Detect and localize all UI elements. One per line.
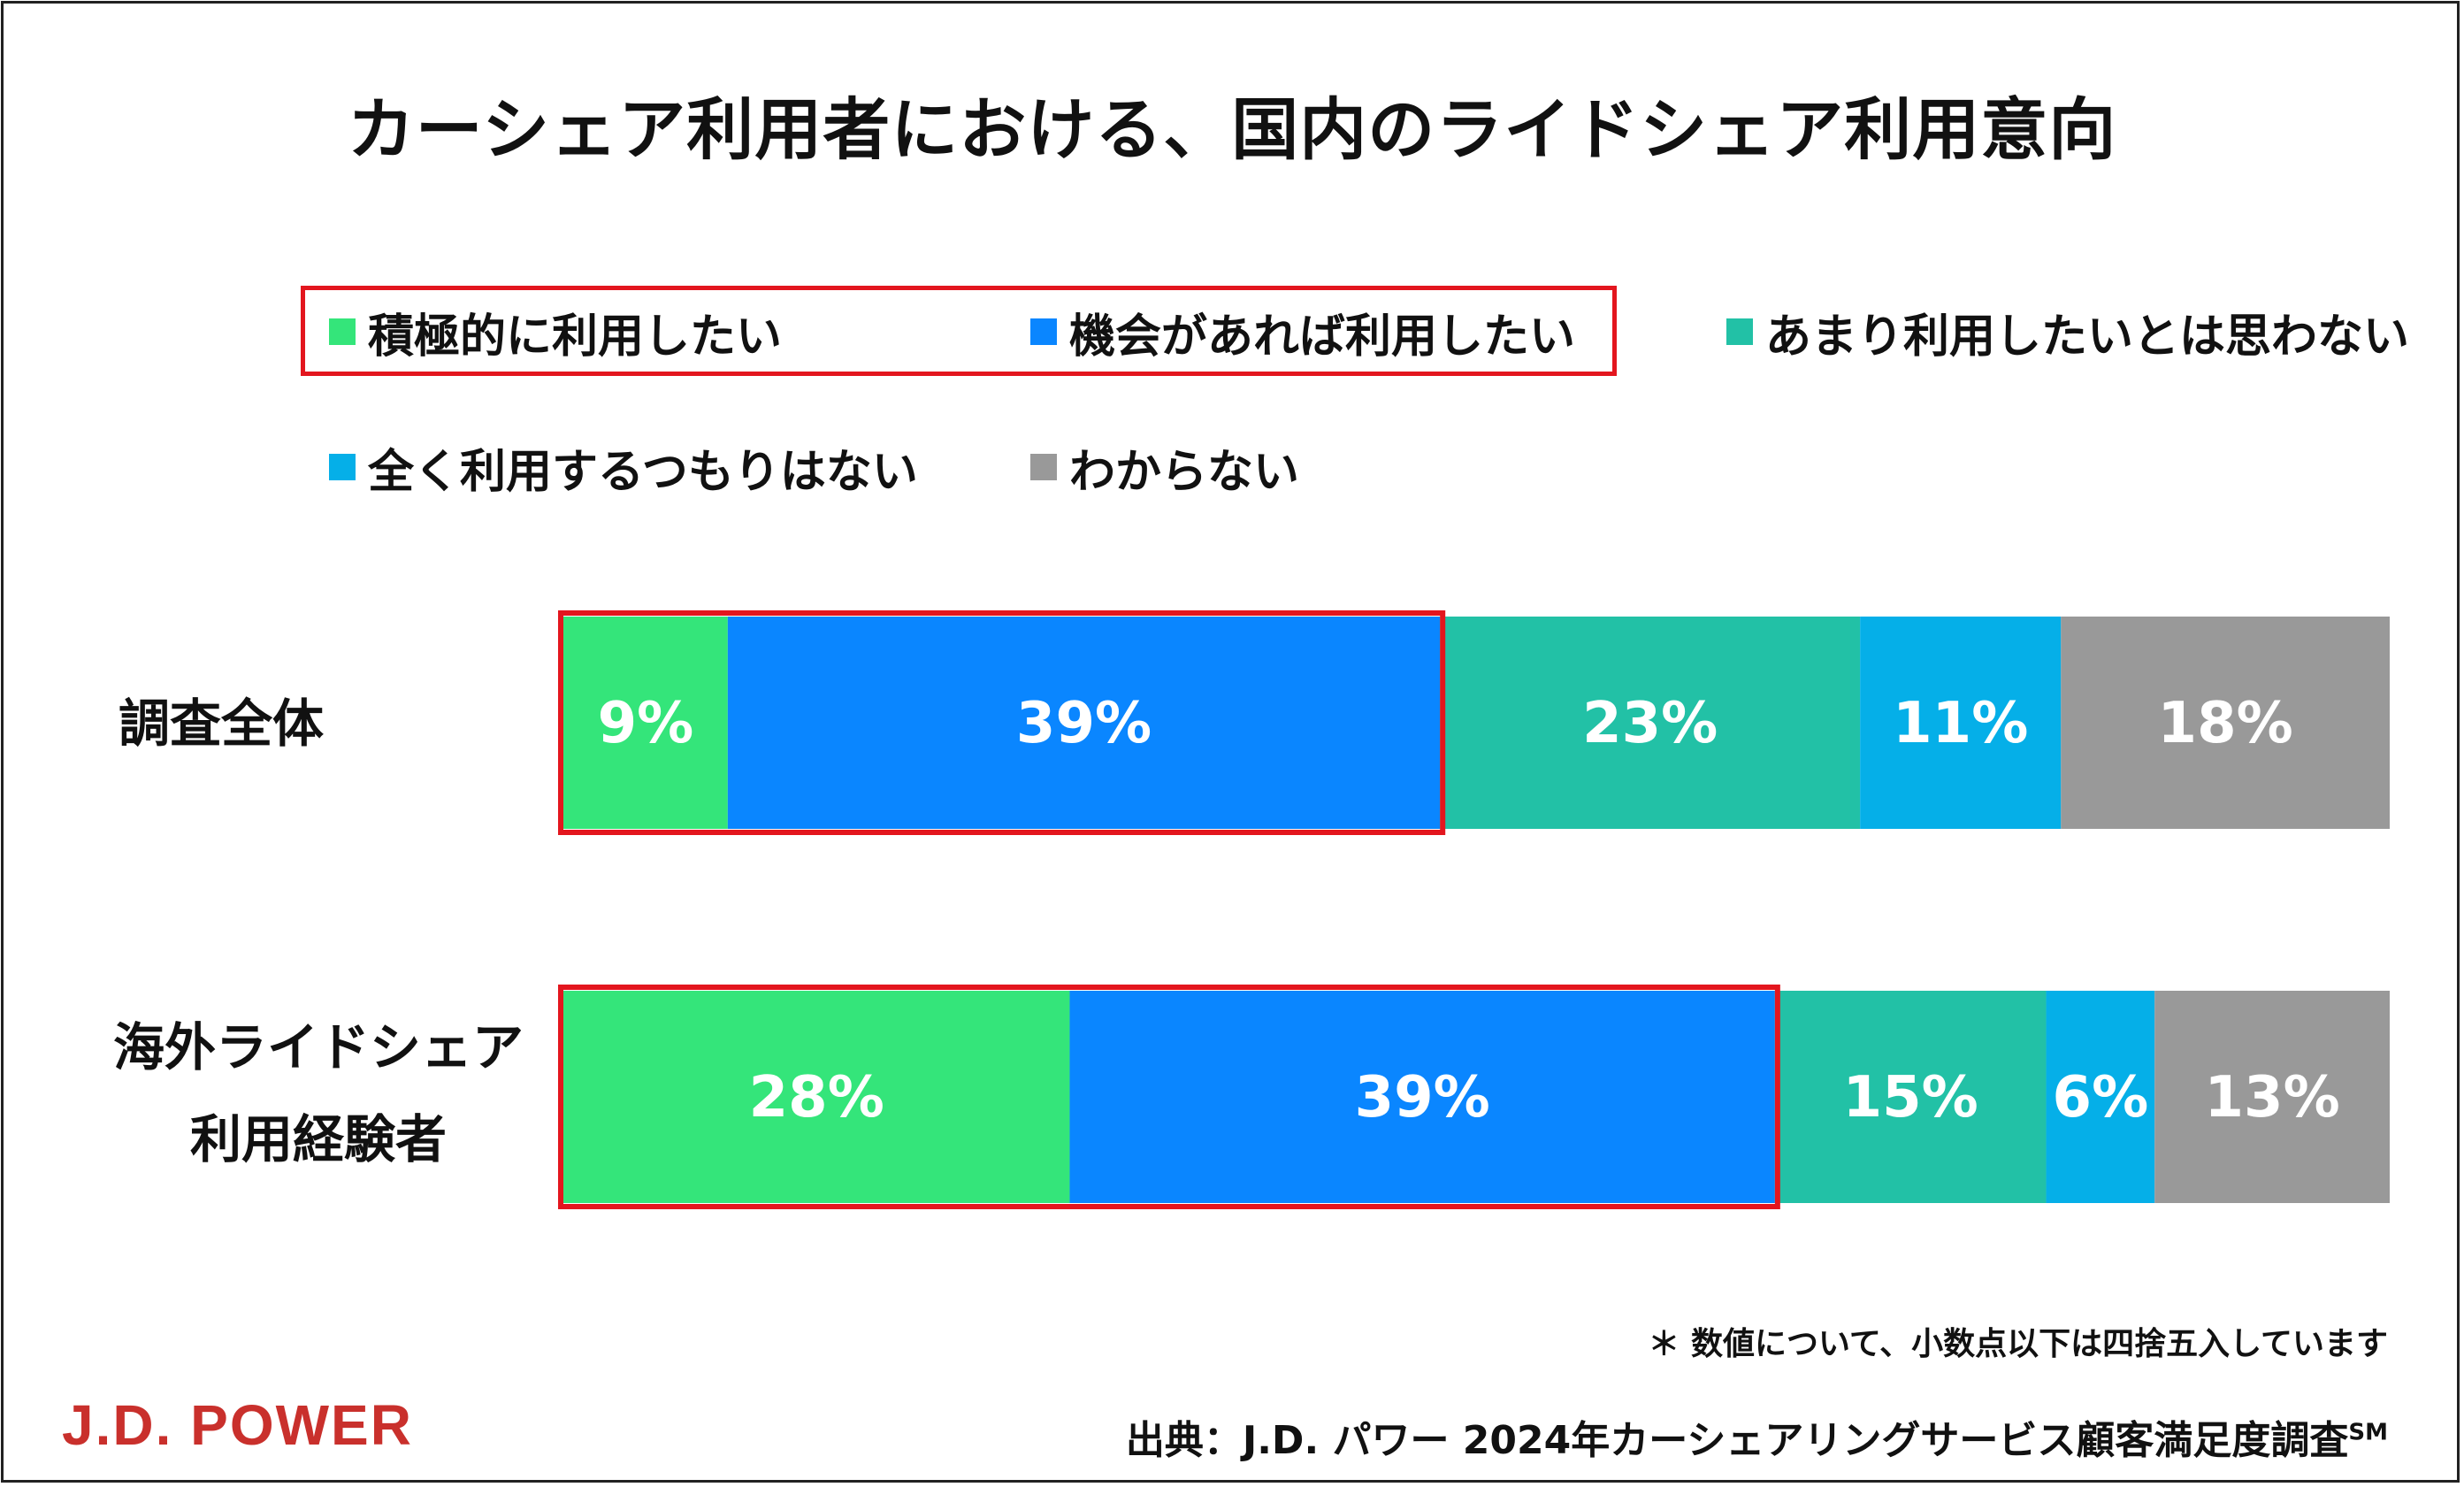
legend-highlight-box <box>301 286 1617 376</box>
bar-segment-0-4 <box>2061 617 2390 829</box>
chart-title: カーシェア利用者における、国内のライドシェア利用意向 <box>347 90 2117 169</box>
data-label-0-2: 23% <box>1582 691 1718 756</box>
category-label-0: 調査全体 <box>44 677 398 770</box>
legend-swatch-2 <box>1726 318 1753 345</box>
bar-segment-1-4 <box>2154 991 2390 1203</box>
data-label-1-1: 39% <box>1355 1065 1490 1131</box>
data-label-0-1: 39% <box>1016 691 1152 756</box>
legend-label-1: 機会があれば利用したい <box>1069 310 1576 364</box>
source-note: 出典：J.D. パワー 2024年カーシェアリングサービス顧客満足度調査SM <box>1126 1408 2388 1465</box>
bar-segment-0-1 <box>727 617 1441 829</box>
bar-segment-1-3 <box>2046 991 2155 1203</box>
legend-label-3: 全く利用するつもりはない <box>368 445 918 499</box>
legend-item-1: 機会があれば利用したい <box>1030 301 1576 364</box>
legend-swatch-4 <box>1030 454 1057 480</box>
category-label-1-line-1: 利用経験者 <box>189 1109 447 1169</box>
data-label-1-4: 13% <box>2205 1065 2340 1131</box>
service-mark: SM <box>2348 1419 2388 1446</box>
legend-item-0: 積極的に利用したい <box>329 301 783 364</box>
bar-segment-1-2 <box>1774 991 2047 1203</box>
category-label-1: 海外ライドシェア 利用経験者 <box>71 1001 566 1185</box>
jd-power-logo: J.D. POWER <box>62 1393 413 1457</box>
data-label-0-4: 18% <box>2158 691 2293 756</box>
source-text: 出典：J.D. パワー 2024年カーシェアリングサービス顧客満足度調査 <box>1125 1418 2349 1463</box>
data-label-1-2: 15% <box>1843 1065 1978 1131</box>
bar-segment-1-1 <box>1069 991 1775 1203</box>
bar-segment-0-0 <box>563 617 728 829</box>
data-label-0-0: 9% <box>598 691 694 756</box>
data-label-0-3: 11% <box>1893 691 2028 756</box>
data-label-1-3: 6% <box>2053 1065 2149 1131</box>
data-label-1-0: 28% <box>749 1065 884 1131</box>
bar-segment-1-0 <box>563 991 1070 1203</box>
bar-segment-0-2 <box>1440 617 1861 829</box>
highlight-box-0 <box>558 610 1446 835</box>
legend-swatch-0 <box>329 318 356 345</box>
legend-item-2: あまり利用したいとは思わない <box>1726 301 2410 364</box>
category-label-0-line-0: 調査全体 <box>118 694 324 754</box>
legend-item-4: わからない <box>1030 436 1300 499</box>
legend-label-4: わからない <box>1069 445 1300 499</box>
bar-segment-0-3 <box>1860 617 2062 829</box>
legend-swatch-1 <box>1030 318 1057 345</box>
legend-label-2: あまり利用したいとは思わない <box>1765 310 2410 364</box>
footnote: ＊ 数値について、小数点以下は四捨五入しています <box>1648 1326 2388 1362</box>
legend-item-3: 全く利用するつもりはない <box>329 436 918 499</box>
category-label-1-line-0: 海外ライドシェア <box>112 1017 524 1077</box>
legend-label-0: 積極的に利用したい <box>368 310 783 364</box>
highlight-box-1 <box>558 985 1780 1209</box>
legend-swatch-3 <box>329 454 356 480</box>
